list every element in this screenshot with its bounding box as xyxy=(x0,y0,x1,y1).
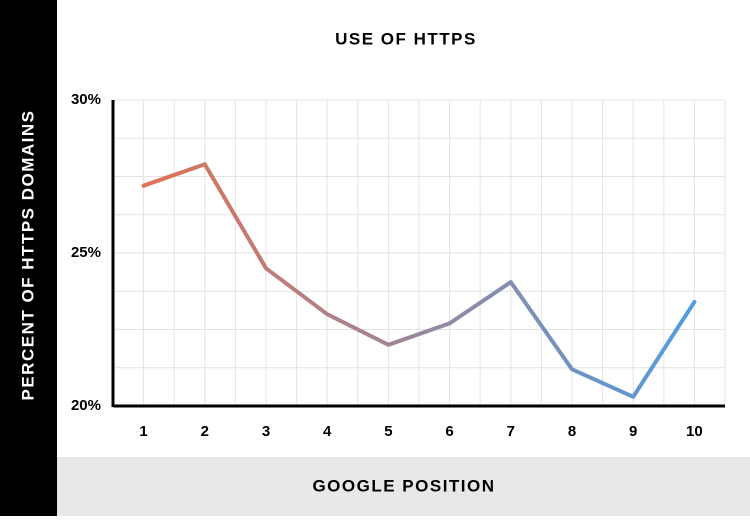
x-tick-label: 3 xyxy=(262,423,270,440)
x-tick-label: 6 xyxy=(445,423,453,440)
x-tick-label: 1 xyxy=(139,423,147,440)
x-tick-label: 2 xyxy=(201,423,209,440)
x-tick-label: 10 xyxy=(686,423,703,440)
y-axis-label: PERCENT OF HTTPS DOMAINS xyxy=(18,109,37,400)
y-label-band xyxy=(0,0,57,516)
line xyxy=(141,162,697,399)
x-tick-label: 9 xyxy=(629,423,637,440)
x-tick-label: 7 xyxy=(507,423,515,440)
y-tick-label: 30% xyxy=(71,91,101,108)
x-tick-label: 8 xyxy=(568,423,576,440)
x-tick-label: 4 xyxy=(323,423,332,440)
grid xyxy=(113,99,726,407)
chart-title: USE OF HTTPS xyxy=(335,29,477,48)
y-tick-label: 20% xyxy=(71,397,101,414)
plot xyxy=(141,162,697,399)
x-label-band xyxy=(57,457,750,516)
x-axis-label: GOOGLE POSITION xyxy=(312,476,495,495)
x-tick-label: 5 xyxy=(384,423,392,440)
y-tick-label: 25% xyxy=(71,244,101,261)
